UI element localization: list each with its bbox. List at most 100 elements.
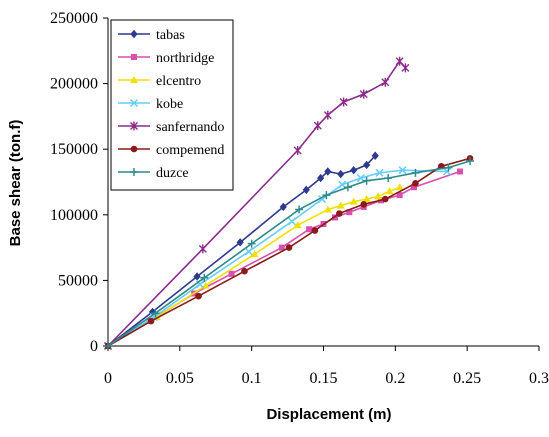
data-point-sanfernando <box>401 63 410 73</box>
data-point-kobe <box>287 217 296 226</box>
data-point-tabas <box>302 185 310 195</box>
data-point-elcentro <box>362 195 371 203</box>
series-line-sanfernando <box>107 59 407 347</box>
legend-marker <box>131 54 137 60</box>
data-point-northridge <box>228 270 235 277</box>
series-line-northridge <box>107 170 461 347</box>
data-point-sanfernando <box>339 97 348 107</box>
legend-marker <box>130 76 138 83</box>
legend-label: tabas <box>156 28 185 43</box>
data-point-duzce <box>466 157 475 166</box>
data-point-duzce <box>411 168 420 177</box>
legend-marker <box>130 29 138 39</box>
data-point-tabas <box>193 272 201 281</box>
series-line-compemend <box>107 157 471 347</box>
data-point-northridge <box>306 226 313 233</box>
legend: tabas northridge elcentro kobe sanfernando co… <box>110 19 234 191</box>
legend-marker <box>130 168 138 176</box>
data-point-duzce <box>247 239 256 248</box>
y-tick-label: 50000 <box>58 272 98 289</box>
data-point-tabas <box>236 238 244 247</box>
legend-label: kobe <box>156 97 183 112</box>
data-point-sanfernando <box>395 56 404 66</box>
data-point-compemend <box>147 317 155 325</box>
x-tick-label: 0 <box>104 370 112 387</box>
legend-item-tabas: tabas <box>118 28 185 43</box>
y-tick-label: 250000 <box>50 10 98 27</box>
y-tick-label: 200000 <box>50 76 98 93</box>
data-point-kobe <box>398 166 407 175</box>
y-tick-label: 100000 <box>50 207 98 224</box>
series-layer <box>103 56 475 351</box>
legend-item-elcentro: elcentro <box>118 74 201 89</box>
data-point-compemend <box>381 195 389 203</box>
data-point-compemend <box>195 292 202 300</box>
legend-label: elcentro <box>156 74 201 89</box>
data-point-duzce <box>151 309 160 318</box>
series-compemend <box>104 155 474 350</box>
series-tabas <box>104 151 379 351</box>
x-tick-label: 0.1 <box>242 370 262 387</box>
y-axis-title: Base shear (ton.f) <box>7 120 24 247</box>
data-point-northridge <box>456 168 463 175</box>
x-tick-label: 0.3 <box>529 370 549 387</box>
data-point-northridge <box>396 192 403 199</box>
x-tick-label: 0.2 <box>385 370 405 387</box>
y-tick-label: 150000 <box>50 141 98 158</box>
data-point-elcentro <box>323 205 332 213</box>
data-point-elcentro <box>336 201 345 209</box>
data-point-compemend <box>412 180 419 187</box>
legend-label: sanfernando <box>156 120 224 135</box>
data-point-kobe <box>375 168 384 177</box>
data-point-duzce <box>295 205 304 214</box>
x-tick-label: 0.15 <box>310 370 338 387</box>
data-point-tabas <box>363 160 371 170</box>
legend-label: compemend <box>156 143 224 158</box>
data-point-sanfernando <box>198 244 207 254</box>
data-point-elcentro <box>349 197 358 205</box>
data-point-tabas <box>317 173 325 183</box>
data-point-elcentro <box>374 192 383 200</box>
data-point-compemend <box>311 227 319 234</box>
data-point-elcentro <box>385 187 394 195</box>
data-point-duzce <box>362 176 371 185</box>
series-line-duzce <box>107 160 471 347</box>
legend-marker <box>129 98 139 108</box>
legend-item-northridge: northridge <box>118 51 214 66</box>
data-point-sanfernando <box>323 110 332 120</box>
data-point-northridge <box>278 244 285 251</box>
data-point-kobe <box>443 167 452 176</box>
series-line-elcentro <box>107 186 400 347</box>
x-tick-label: 0.25 <box>453 370 481 387</box>
series-northridge <box>105 168 463 349</box>
data-point-kobe <box>244 247 253 256</box>
data-point-tabas <box>337 169 345 179</box>
data-point-northridge <box>346 209 353 216</box>
legend-marker <box>130 145 138 153</box>
legend-item-duzce: duzce <box>118 166 189 181</box>
data-point-elcentro <box>250 250 259 258</box>
data-point-duzce <box>384 174 393 183</box>
legend-marker <box>130 121 138 131</box>
data-point-duzce <box>104 342 112 350</box>
data-point-elcentro <box>293 221 302 229</box>
legend-label: duzce <box>156 166 189 181</box>
data-point-compemend <box>241 267 248 275</box>
data-point-sanfernando <box>293 146 302 156</box>
data-point-duzce <box>200 273 209 282</box>
data-point-duzce <box>444 163 453 172</box>
series-duzce <box>104 157 475 350</box>
x-axis-title: Displacement (m) <box>266 406 391 423</box>
series-kobe <box>103 166 452 351</box>
data-point-compemend <box>360 201 368 208</box>
data-point-northridge <box>411 184 418 191</box>
data-point-compemend <box>336 210 343 217</box>
series-elcentro <box>104 183 404 349</box>
legend-label: northridge <box>156 51 214 66</box>
data-point-tabas <box>324 167 332 176</box>
data-point-elcentro <box>395 183 404 191</box>
axes: 0 50000 100000 150000 200000 250000 0 0.05 0.1 0.… <box>50 10 549 387</box>
data-point-tabas <box>350 165 358 175</box>
